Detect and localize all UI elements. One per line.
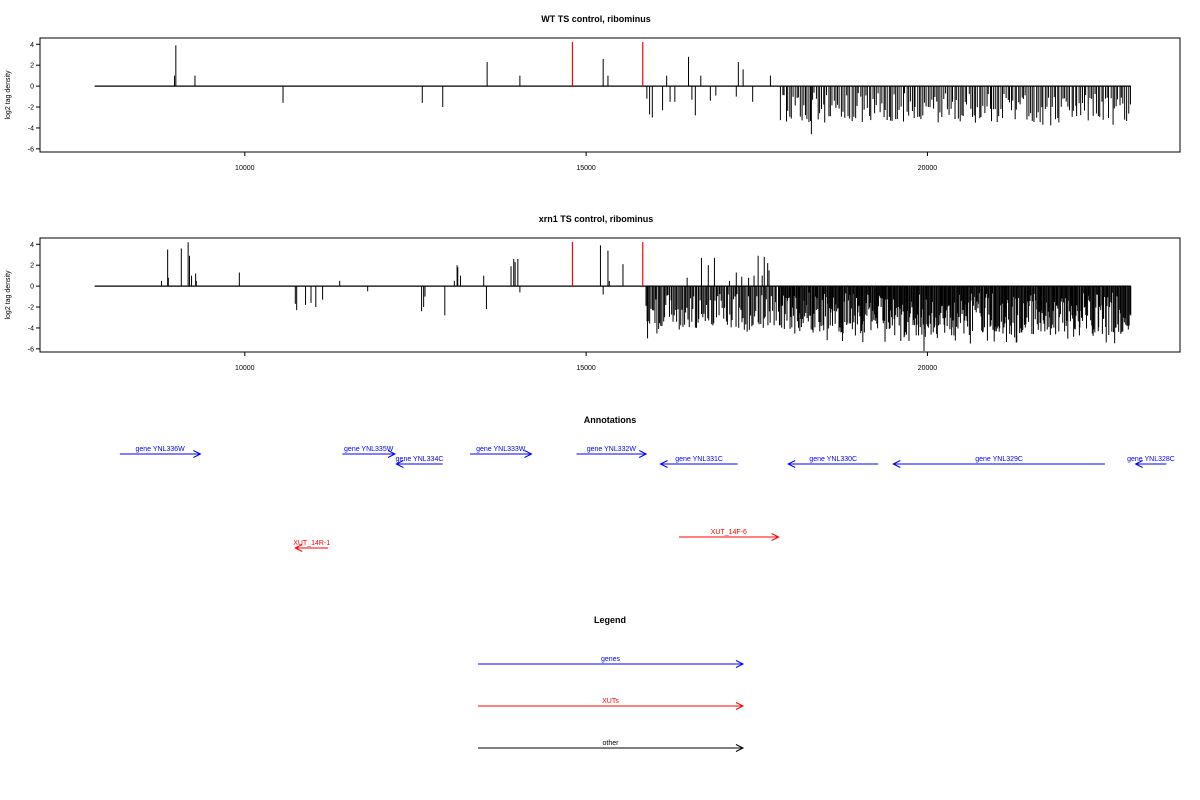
legend-genes-arrowhead-icon xyxy=(735,660,745,668)
wt-chart-title: WT TS control, ribominus xyxy=(541,14,651,24)
wt-x-tick-label: 20000 xyxy=(918,165,938,172)
xrn1-y-tick-label: -4 xyxy=(28,325,34,332)
legend-other-arrowhead-icon xyxy=(735,744,745,752)
wt-axis-ticks: 4 2 0 -2 -4 -6 10000 15000 20000 xyxy=(28,42,937,172)
wt-y-tick-label: 2 xyxy=(30,63,34,70)
xrn1-y-axis-label: log2 tag density xyxy=(5,270,12,320)
wt-y-tick-label: -4 xyxy=(28,125,34,132)
wt-y-tick-label: -6 xyxy=(28,146,34,153)
wt-y-axis-label: log2 tag density xyxy=(5,70,12,120)
wt-bars xyxy=(94,45,1131,135)
xut-arrow-arrowhead-icon xyxy=(294,544,303,552)
xrn1-chart-title: xrn1 TS control, ribominus xyxy=(539,214,654,224)
wt-y-tick-label: 4 xyxy=(30,42,34,49)
wt-y-tick-label: -2 xyxy=(28,105,34,112)
legend-section: Legend genes XUTs other xyxy=(478,615,745,752)
wt-y-tick-label: 0 xyxy=(30,84,34,91)
gene-arrow-arrowhead-icon xyxy=(1134,460,1143,468)
gene-arrow-label: gene YNL328C xyxy=(1127,456,1175,463)
legend-xuts-arrowhead-icon xyxy=(735,702,745,710)
xrn1-x-tick-label: 15000 xyxy=(576,365,596,372)
gene-arrow: gene YNL328C xyxy=(1127,456,1175,468)
gene-arrow: gene YNL335W xyxy=(342,446,397,458)
gene-arrow: gene YNL336W xyxy=(119,446,202,458)
gene-arrow-label: gene YNL334C xyxy=(396,456,444,463)
xrn1-y-tick-label: -2 xyxy=(28,305,34,312)
legend-title: Legend xyxy=(594,615,626,625)
xut-arrow: XUT_14F-6 xyxy=(678,529,780,541)
xrn1-x-tick-label: 10000 xyxy=(235,365,255,372)
xrn1-chart-panel: xrn1 TS control, ribominus log2 tag dens… xyxy=(5,214,1181,372)
gene-arrow: gene YNL334C xyxy=(395,456,444,468)
wt-x-tick-label: 10000 xyxy=(235,165,255,172)
gene-arrow-arrowhead-icon xyxy=(387,450,397,458)
gene-arrow-arrowhead-icon xyxy=(892,460,901,468)
gene-arrow-label: gene YNL329C xyxy=(975,456,1023,463)
legend-xuts-label: XUTs xyxy=(602,698,619,705)
legend-other-label: other xyxy=(603,740,620,747)
gene-arrow-arrowhead-icon xyxy=(638,450,648,458)
gene-arrow-label: gene YNL335W xyxy=(344,446,394,453)
gene-arrow-arrowhead-icon xyxy=(524,450,533,458)
legend-entries: genes XUTs other xyxy=(478,656,745,752)
gene-arrow-arrowhead-icon xyxy=(659,460,668,468)
gene-arrow: gene YNL331C xyxy=(659,456,738,468)
wt-plot-frame xyxy=(39,37,1181,153)
gene-arrow-label: gene YNL330C xyxy=(809,456,857,463)
xrn1-x-tick-label: 20000 xyxy=(918,365,938,372)
legend-other: other xyxy=(478,740,745,752)
gene-arrow-arrowhead-icon xyxy=(787,460,796,468)
xrn1-plot-frame xyxy=(39,237,1181,353)
wt-x-tick-label: 15000 xyxy=(576,165,596,172)
xrn1-markers xyxy=(571,242,644,287)
legend-genes-label: genes xyxy=(601,656,621,663)
xut-arrow: XUT_14R-1 xyxy=(293,540,330,552)
xrn1-y-tick-label: 2 xyxy=(30,263,34,270)
xrn1-y-tick-label: 0 xyxy=(30,284,34,291)
xut-arrow-label: XUT_14R-1 xyxy=(293,540,330,547)
gene-arrow-label: gene YNL332W xyxy=(587,446,637,453)
wt-markers xyxy=(571,42,644,87)
gene-arrow-arrowhead-icon xyxy=(395,460,404,468)
xrn1-y-tick-label: 4 xyxy=(30,242,34,249)
gene-arrow-arrowhead-icon xyxy=(193,450,202,458)
annotations-title: Annotations xyxy=(584,415,637,425)
annotations-section: Annotations gene YNL336W gene YNL335Wgene… xyxy=(119,415,1175,552)
gene-arrow: gene YNL332W xyxy=(576,446,648,458)
xut-arrow-arrowhead-icon xyxy=(771,533,780,541)
legend-xuts: XUTs xyxy=(478,698,745,710)
gene-arrow-label: gene YNL331C xyxy=(675,456,723,463)
xrn1-bars xyxy=(94,242,1132,351)
gene-arrow-label: gene YNL333W xyxy=(476,446,526,453)
wt-chart-panel: WT TS control, ribominus log2 tag densit… xyxy=(5,14,1181,172)
xrn1-axis-ticks: 4 2 0 -2 -4 -6 10000 15000 20000 xyxy=(28,242,937,372)
gene-arrow-label: gene YNL336W xyxy=(135,446,185,453)
xut-arrow-label: XUT_14F-6 xyxy=(711,529,747,536)
legend-genes: genes xyxy=(478,656,745,668)
gene-arrow: gene YNL329C xyxy=(892,456,1105,468)
gene-arrow: gene YNL333W xyxy=(470,446,533,458)
xrn1-y-tick-label: -6 xyxy=(28,346,34,353)
gene-arrow: gene YNL330C xyxy=(787,456,879,468)
